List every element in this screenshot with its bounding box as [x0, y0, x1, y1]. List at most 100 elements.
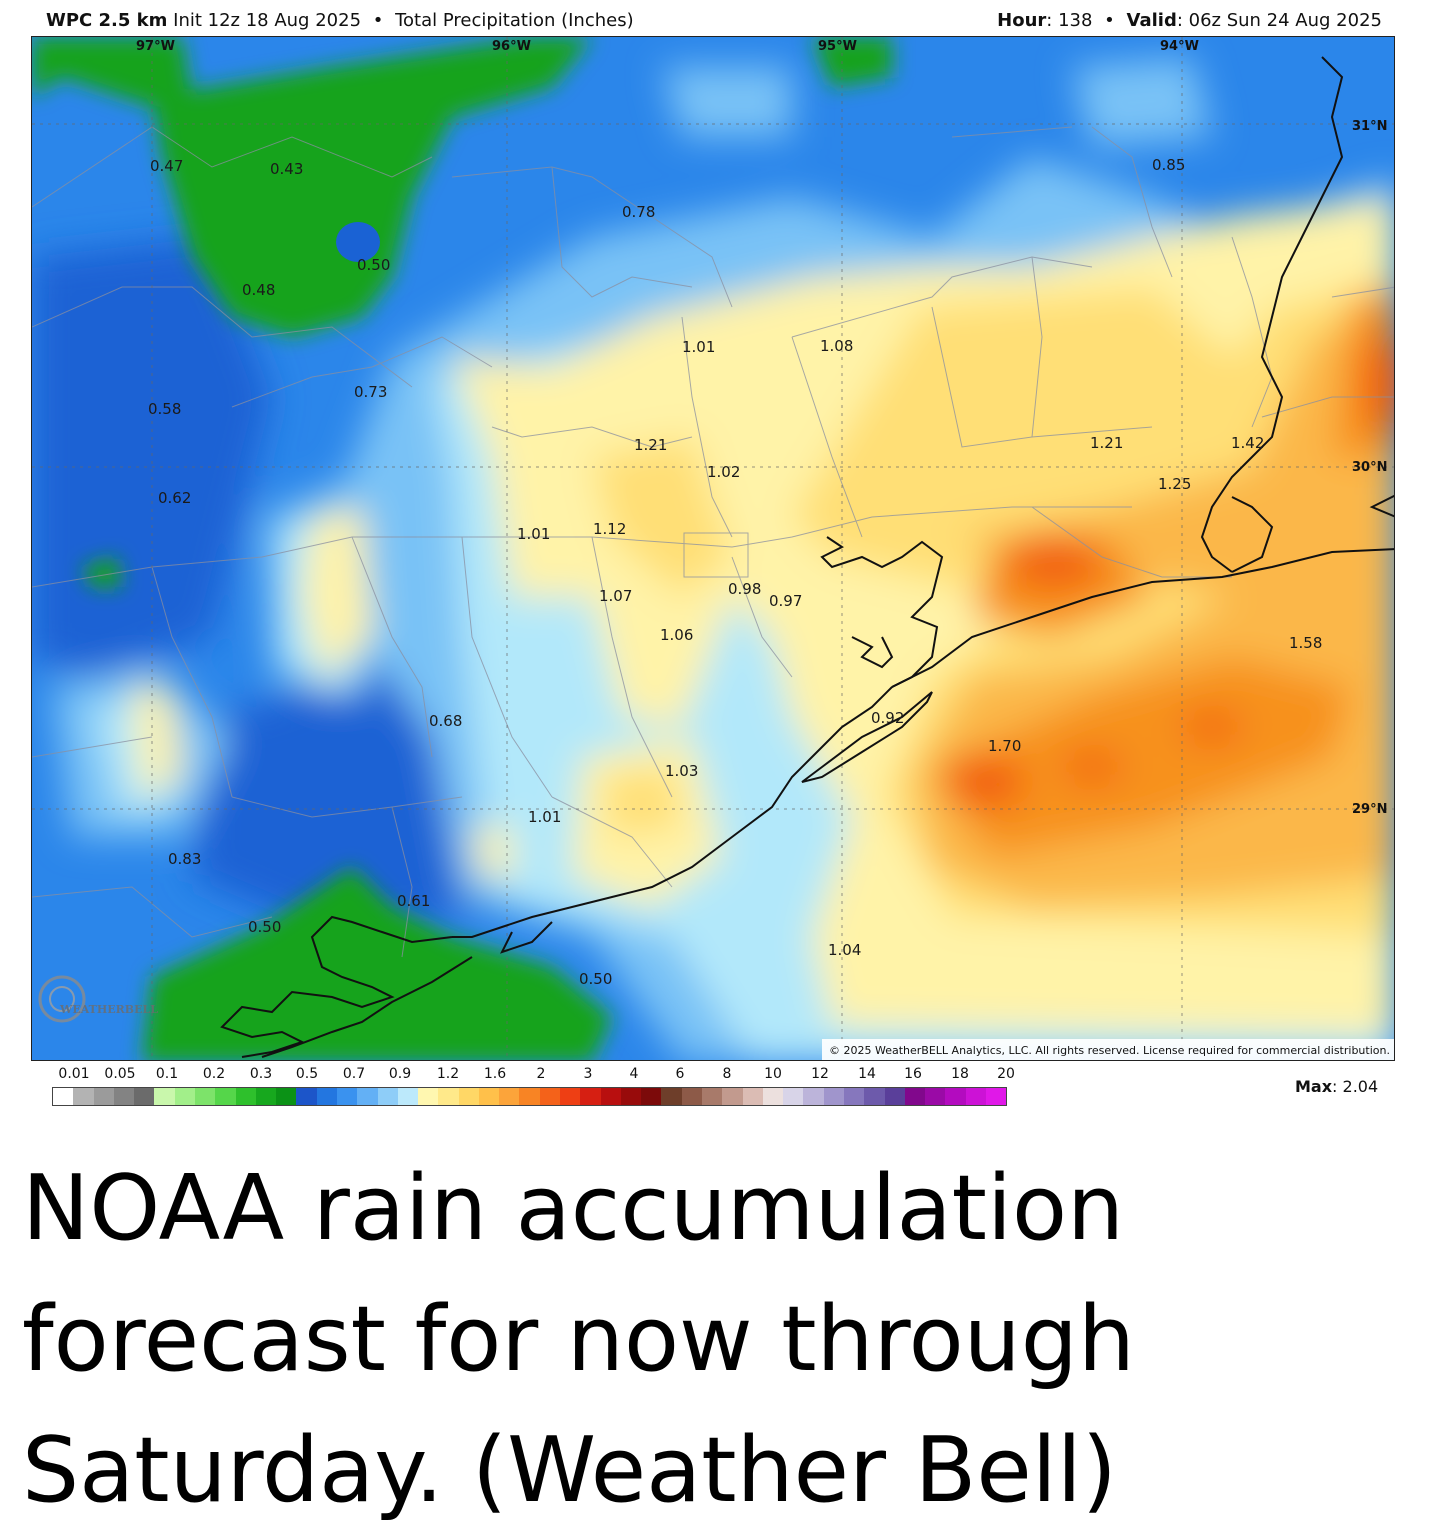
legend-swatch	[925, 1088, 946, 1105]
lon-label-96w: 96°W	[492, 39, 531, 54]
legend-tick-label: 14	[858, 1066, 876, 1082]
graticule	[32, 37, 1394, 1060]
legend-swatch	[904, 1088, 926, 1105]
lake-blue-spot	[336, 222, 380, 262]
hour-label: Hour	[997, 9, 1047, 31]
header-left: WPC 2.5 km Init 12z 18 Aug 2025 • Total …	[46, 10, 634, 31]
valid-label: Valid	[1126, 9, 1177, 31]
legend-tick-label: 1.2	[436, 1066, 460, 1082]
point-value: 1.42	[1231, 434, 1264, 452]
point-value: 1.02	[707, 463, 740, 481]
legend-tick-label: 1.6	[483, 1066, 507, 1082]
legend-colorbar	[52, 1087, 1007, 1106]
weatherbell-logo: WEATHERBELL	[38, 975, 158, 1023]
point-value: 0.68	[429, 712, 462, 730]
map-header: WPC 2.5 km Init 12z 18 Aug 2025 • Total …	[46, 6, 1382, 34]
header-separator-2: •	[1104, 9, 1115, 31]
legend-swatch	[580, 1088, 601, 1105]
point-value: 0.92	[871, 709, 904, 727]
point-value: 0.85	[1152, 156, 1185, 174]
legend-swatch	[478, 1088, 500, 1105]
legend-swatch	[438, 1088, 459, 1105]
legend-swatch	[600, 1088, 621, 1105]
point-value: 1.21	[1090, 434, 1123, 452]
legend-swatch	[215, 1088, 236, 1105]
lat-label-30n: 30°N	[1352, 460, 1387, 475]
legend-swatch	[742, 1088, 763, 1105]
point-value: 0.78	[622, 203, 655, 221]
copyright-strip	[822, 1039, 1394, 1060]
legend-swatch	[113, 1088, 135, 1105]
legend-swatch	[154, 1088, 175, 1105]
legend-swatch	[620, 1088, 642, 1105]
legend-swatch	[762, 1088, 784, 1105]
point-value: 0.98	[728, 580, 761, 598]
lat-label-31n: 31°N	[1352, 119, 1387, 134]
point-value: 1.01	[517, 525, 550, 543]
legend-swatch	[681, 1088, 702, 1105]
legend-tick-label: 4	[629, 1066, 639, 1082]
map-canvas: 97°W 96°W 95°W 94°W 31°N 30°N 29°N 0.47 …	[32, 37, 1394, 1060]
legend-swatch	[336, 1088, 358, 1105]
legend-tick-label: 0.5	[295, 1066, 319, 1082]
header-separator: •	[372, 9, 384, 31]
legend-swatch	[134, 1088, 155, 1105]
point-value: 0.83	[168, 850, 201, 868]
point-value: 0.62	[158, 489, 191, 507]
point-value: 0.43	[270, 160, 303, 178]
legend-swatch	[53, 1088, 74, 1105]
legend-swatch	[397, 1088, 419, 1105]
caption: NOAA rain accumulation forecast for now …	[22, 1156, 1135, 1523]
legend-tick-label: 3	[583, 1066, 593, 1082]
point-value: 1.58	[1289, 634, 1322, 652]
legend-tick-label: 2	[536, 1066, 546, 1082]
max-label: Max	[1295, 1077, 1333, 1096]
legend-tick-label: 6	[675, 1066, 685, 1082]
legend-tick-label: 0.1	[155, 1066, 179, 1082]
hour-value: : 138	[1046, 9, 1093, 31]
product-name: Total Precipitation (Inches)	[395, 9, 634, 31]
point-value-labels: 0.47 0.43 0.50 0.48 0.78 0.85 1.01 1.08 …	[148, 156, 1322, 988]
point-value: 0.50	[248, 918, 281, 936]
point-value: 0.58	[148, 400, 181, 418]
point-value: 1.01	[528, 808, 561, 826]
point-value: 0.48	[242, 281, 275, 299]
legend-tick-label: 18	[951, 1066, 969, 1082]
legend-swatch	[722, 1088, 743, 1105]
legend-swatch	[823, 1088, 844, 1105]
copyright-text: © 2025 WeatherBELL Analytics, LLC. All r…	[829, 1044, 1390, 1057]
legend-swatch	[296, 1088, 317, 1105]
point-value: 1.03	[665, 762, 698, 780]
legend-swatch	[174, 1088, 195, 1105]
point-value: 1.06	[660, 626, 693, 644]
precip-field	[32, 57, 1394, 1060]
header-right: Hour: 138 • Valid: 06z Sun 24 Aug 2025	[997, 10, 1382, 31]
legend-tick-label: 0.05	[104, 1066, 136, 1082]
legend-swatch	[499, 1088, 520, 1105]
max-value-label: Max: 2.04	[1295, 1077, 1378, 1096]
point-value: 0.73	[354, 383, 387, 401]
valid-value: : 06z Sun 24 Aug 2025	[1176, 9, 1382, 31]
legend-tick-label: 12	[811, 1066, 829, 1082]
lon-label-94w: 94°W	[1160, 39, 1199, 54]
lon-label-95w: 95°W	[818, 39, 857, 54]
point-value: 1.07	[599, 587, 632, 605]
legend-swatch	[377, 1088, 398, 1105]
legend-swatch	[255, 1088, 277, 1105]
max-value: : 2.04	[1332, 1077, 1379, 1096]
legend-swatch	[985, 1088, 1007, 1105]
legend-swatch	[276, 1088, 297, 1105]
legend-swatch	[458, 1088, 479, 1105]
legend-swatch	[560, 1088, 581, 1105]
legend-tick-label: 0.9	[388, 1066, 412, 1082]
legend-tick-label: 0.3	[249, 1066, 273, 1082]
point-value: 0.50	[579, 970, 612, 988]
precipitation-map: 97°W 96°W 95°W 94°W 31°N 30°N 29°N 0.47 …	[31, 36, 1395, 1061]
legend-tick-label: 20	[997, 1066, 1015, 1082]
point-value: 0.97	[769, 592, 802, 610]
init-time: Init 12z 18 Aug 2025	[173, 9, 362, 31]
legend-swatch	[803, 1088, 824, 1105]
point-value: 1.01	[682, 338, 715, 356]
legend-swatch	[235, 1088, 256, 1105]
legend-swatch	[418, 1088, 439, 1105]
